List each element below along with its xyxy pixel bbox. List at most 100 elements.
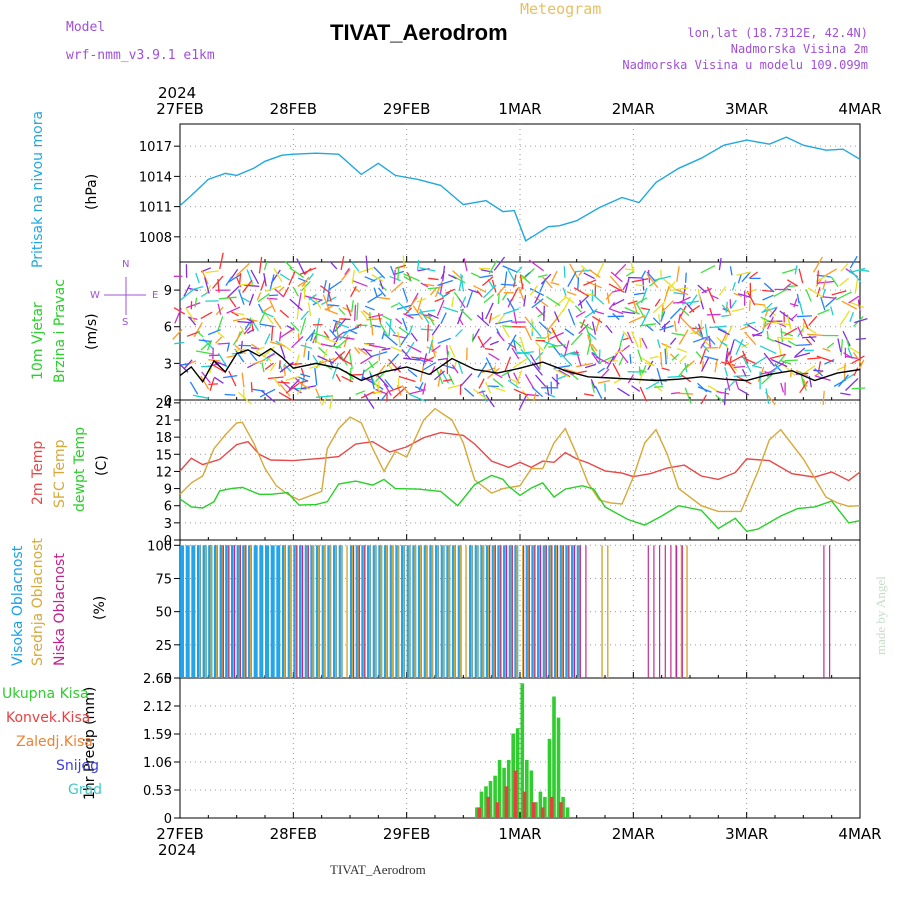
precip-bar <box>479 791 484 818</box>
wind-barb <box>529 285 538 296</box>
wind-barb <box>513 388 529 396</box>
wind-barb <box>455 329 463 338</box>
wind-barb <box>322 279 327 294</box>
wind-barb <box>677 392 694 395</box>
wind-barb <box>676 347 688 353</box>
cloud-bar <box>391 545 394 679</box>
wind-barb <box>448 274 457 280</box>
wind-barb <box>585 326 591 339</box>
wind-barb <box>279 327 295 339</box>
wind-barb <box>820 297 826 311</box>
wind-barb <box>599 355 615 364</box>
wind-barb <box>553 368 570 378</box>
wind-barb <box>855 337 866 341</box>
wind-barb <box>502 265 517 273</box>
wind-barb <box>489 340 499 346</box>
wind-barb <box>709 307 716 324</box>
wind-barb <box>787 340 797 347</box>
wind-barb <box>700 336 709 349</box>
wind-barb <box>802 321 805 333</box>
wind-barb <box>433 370 446 381</box>
wind-barb <box>538 321 552 335</box>
wind-barb <box>192 394 209 399</box>
wind-barb <box>264 333 271 345</box>
wind-barb <box>529 354 541 371</box>
cloud-bar <box>228 545 230 679</box>
wind-barb <box>331 362 339 380</box>
wind-barb <box>551 327 560 342</box>
wind-barb <box>773 321 790 326</box>
wind-barb <box>751 364 763 369</box>
wind-barb <box>661 367 670 371</box>
wind-barb <box>535 306 546 317</box>
wind-barb <box>592 315 603 324</box>
wind-barb <box>697 284 707 294</box>
y-tick-label: 3 <box>164 357 172 372</box>
wind-barb <box>849 311 855 322</box>
wind-barb <box>745 323 759 333</box>
wind-barb <box>595 261 605 278</box>
wind-barb <box>292 286 299 297</box>
x-tick-label-bottom: 2MAR <box>612 825 655 843</box>
wind-barb <box>238 289 245 305</box>
wind-barb <box>481 276 494 287</box>
wind-barb <box>551 270 558 282</box>
precip-bar <box>520 683 525 818</box>
wind-barb <box>315 388 322 402</box>
wind-barb <box>503 308 520 315</box>
wind-barb <box>209 377 215 391</box>
wind-barb <box>590 346 597 356</box>
wind-barb <box>790 313 798 321</box>
wind-barb <box>373 391 383 394</box>
wind-barb <box>749 271 758 279</box>
wind-barb <box>606 355 615 370</box>
wind-barb <box>448 345 456 358</box>
wind-barb <box>617 387 630 397</box>
wind-barb <box>261 362 265 373</box>
wind-barb <box>488 260 498 275</box>
wind-barb <box>591 321 597 335</box>
wind-barb <box>618 356 624 366</box>
y-tick-label: 75 <box>155 572 172 587</box>
wind-barb <box>357 347 368 356</box>
wind-barb <box>258 256 263 274</box>
wind-barb <box>717 328 730 336</box>
wind-barb <box>728 339 735 356</box>
wind-barb <box>352 286 361 293</box>
wind-barb <box>584 292 594 296</box>
wind-barb <box>733 365 746 369</box>
wind-barb <box>407 344 422 353</box>
wind-barb <box>263 272 267 287</box>
wind-barb <box>238 283 254 286</box>
wind-barb <box>664 348 667 365</box>
y-tick-label: 1014 <box>139 170 172 185</box>
wind-barb <box>480 336 492 349</box>
wind-barb <box>241 372 245 388</box>
wind-barb <box>798 301 804 315</box>
chart-title: TIVAT_Aerodrom <box>330 20 508 45</box>
wind-barb <box>224 393 236 396</box>
wind-barb <box>437 279 453 286</box>
wind-barb <box>307 302 312 317</box>
wind-barb <box>626 331 634 344</box>
wind-barb <box>718 286 727 296</box>
y-tick-label: 1017 <box>139 140 172 155</box>
wind-barb <box>849 255 858 269</box>
wind-barb <box>497 293 500 305</box>
wind-barb <box>614 348 625 355</box>
wind-barb <box>268 297 276 313</box>
wind-barb <box>351 270 355 284</box>
wind-barb <box>721 361 736 367</box>
wind-unit: (m/s) <box>84 313 100 350</box>
wind-barb <box>185 307 196 323</box>
wind-barb <box>594 385 603 399</box>
wind-barb <box>392 386 407 399</box>
wind-barb <box>763 282 775 293</box>
wind-barb <box>569 263 579 280</box>
wind-barb <box>483 294 495 304</box>
wind-barb <box>533 392 537 402</box>
cloud-bar <box>670 545 672 679</box>
wind-barb <box>343 326 360 334</box>
wind-barb <box>447 384 461 390</box>
wind-barb <box>338 357 352 365</box>
